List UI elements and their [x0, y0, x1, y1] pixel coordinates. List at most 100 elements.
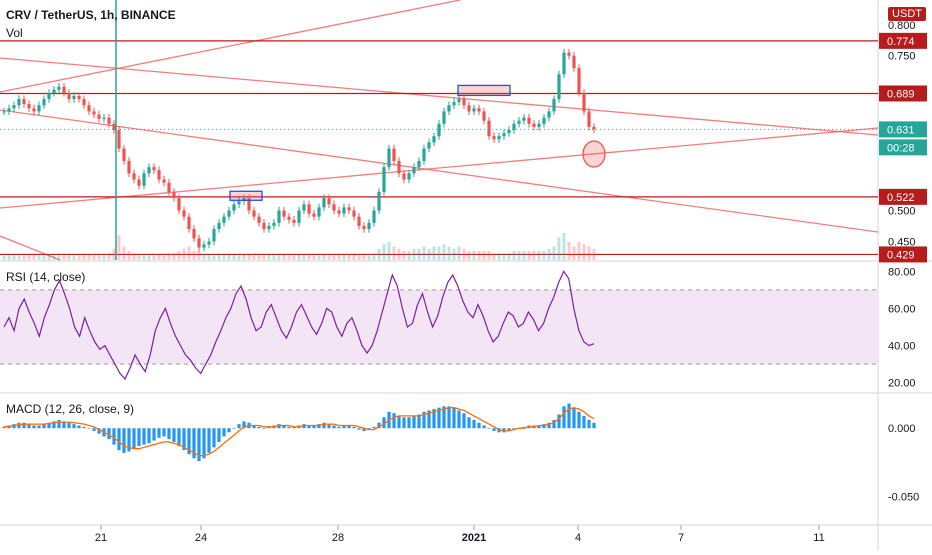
rsi-band — [0, 289, 878, 365]
volume-bar — [72, 255, 76, 260]
macd-hist-bar — [432, 409, 436, 429]
macd-tick-label: 0.000 — [888, 423, 916, 435]
volume-bar — [167, 253, 171, 260]
macd-hist-bar — [192, 428, 196, 459]
candle-body — [72, 95, 76, 100]
candle-body — [217, 222, 221, 230]
candle-body — [157, 170, 161, 180]
volume-bar — [107, 253, 111, 260]
candle-body — [117, 130, 121, 149]
volume-bar — [32, 254, 36, 260]
macd-hist-bar — [362, 428, 366, 431]
volume-bar — [172, 253, 176, 260]
volume-bar — [187, 246, 191, 260]
candle-body — [187, 216, 191, 230]
candle-body — [172, 191, 176, 199]
macd-hist-bar — [462, 413, 466, 429]
candle-body — [352, 210, 356, 217]
volume-bar — [417, 248, 421, 260]
macd-hist-bar — [12, 424, 16, 429]
candle-body — [27, 104, 31, 109]
macd-hist-bar — [507, 428, 511, 431]
candle-body — [462, 99, 466, 106]
trend-line — [0, 109, 879, 233]
candle-body — [367, 222, 371, 230]
macd-hist-bar — [447, 406, 451, 429]
time-tick-label: 21 — [95, 532, 107, 544]
macd-hist-bar — [172, 428, 176, 442]
volume-bar — [247, 254, 251, 260]
time-tick-label: 7 — [678, 532, 684, 544]
volume-bar — [157, 254, 161, 260]
candle-body — [267, 225, 271, 230]
volume-bar — [112, 248, 116, 260]
candle-body — [47, 92, 51, 100]
volume-bar — [502, 253, 506, 260]
macd-hist-bar — [437, 407, 441, 429]
macd-hist-bar — [337, 426, 341, 429]
candle-body — [262, 222, 266, 230]
candle-body — [277, 210, 281, 223]
candle-body — [132, 173, 136, 180]
candle-body — [2, 111, 6, 113]
volume-bar — [582, 244, 586, 260]
macd-hist-bar — [407, 417, 411, 429]
volume-bar — [307, 255, 311, 260]
volume-bar — [427, 248, 431, 260]
candle-body — [287, 216, 291, 220]
candle-body — [412, 167, 416, 174]
volume-bar — [317, 255, 321, 260]
countdown-label: 00:28 — [887, 142, 915, 154]
macd-hist-bar — [32, 425, 36, 429]
time-axis: 21 24 28 2021 4 7 11 — [95, 525, 825, 544]
candle-body — [502, 133, 506, 137]
candle-body — [87, 105, 91, 112]
rsi-tick-label: 20.00 — [888, 378, 916, 390]
candle-body — [312, 213, 316, 217]
volume-bar — [372, 253, 376, 260]
volume-bar — [377, 248, 381, 260]
candle-body — [52, 89, 56, 93]
macd-hist-bar — [257, 426, 261, 429]
candle-body — [382, 167, 386, 192]
candle-body — [467, 105, 471, 112]
candle-body — [567, 52, 571, 56]
macd-hist-bar — [52, 421, 56, 429]
volume-bar — [282, 254, 286, 260]
macd-hist-bar — [87, 428, 91, 429]
candle-body — [37, 105, 41, 112]
currency-button[interactable]: USDT — [888, 7, 926, 21]
candle-body — [527, 117, 531, 124]
candle-body — [582, 92, 586, 112]
level-badge — [879, 188, 927, 205]
volume-bar — [2, 255, 6, 260]
macd-hist-bar — [147, 428, 151, 444]
level-badge-label: 0.689 — [887, 88, 915, 100]
candle-body — [322, 198, 326, 208]
candle-body — [282, 210, 286, 217]
macd-hist-bar — [572, 407, 576, 429]
volume-bar — [7, 255, 11, 260]
macd-hist-bar — [512, 428, 516, 430]
candle-body — [127, 160, 131, 174]
volume-bar — [517, 251, 521, 260]
volume-bar — [532, 251, 536, 260]
macd-hist-bar — [357, 428, 361, 430]
macd-hist-bar — [162, 428, 166, 437]
volume-bar — [412, 248, 416, 260]
volume-bar — [437, 246, 441, 260]
macd-hist-bar — [122, 428, 126, 453]
candle-body — [357, 216, 361, 226]
volume-bar — [302, 254, 306, 260]
candle-body — [492, 136, 496, 140]
volume-bar — [507, 253, 511, 260]
candle-body — [177, 198, 181, 211]
volume-bar — [17, 255, 21, 260]
macd-hist-bar — [377, 422, 381, 429]
volume-bar — [222, 254, 226, 260]
candle-body — [347, 207, 351, 211]
macd-hist-bar — [312, 425, 316, 429]
last-price-label: 0.631 — [887, 124, 915, 136]
